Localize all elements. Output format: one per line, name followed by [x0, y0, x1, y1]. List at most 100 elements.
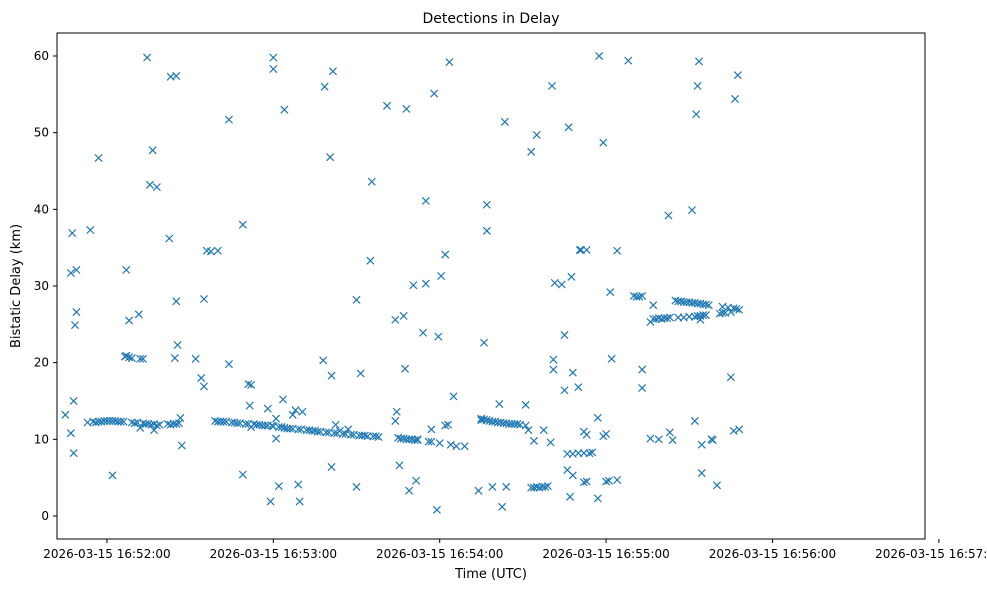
data-point	[199, 295, 209, 304]
data-point	[72, 265, 81, 274]
data-point	[172, 297, 181, 306]
data-point	[295, 497, 304, 506]
x-tick-label: 2026-03-15 16:55:00	[542, 547, 669, 561]
data-point	[582, 430, 591, 439]
y-axis: 0 10 20 30 40 50 60	[34, 49, 57, 523]
data-point	[441, 421, 450, 430]
data-point	[298, 407, 307, 416]
data-point	[173, 341, 182, 350]
data-point	[696, 315, 705, 324]
data-point	[665, 428, 674, 437]
chart-title: Detections in Delay	[422, 11, 559, 27]
data-point	[704, 301, 713, 310]
data-point	[701, 300, 710, 309]
data-point	[513, 419, 522, 429]
data-point	[68, 229, 77, 238]
data-point	[143, 53, 152, 62]
data-point	[564, 123, 573, 132]
data-point	[360, 431, 369, 440]
data-point	[495, 400, 504, 409]
data-point	[152, 421, 161, 430]
data-point	[638, 365, 647, 374]
data-point	[272, 414, 281, 423]
data-point	[524, 426, 533, 435]
data-point	[488, 482, 497, 491]
data-point	[224, 360, 233, 369]
data-point	[134, 310, 143, 319]
data-point	[145, 180, 154, 189]
data-point	[327, 462, 336, 471]
data-point	[606, 288, 615, 297]
y-tick-label: 20	[34, 356, 49, 370]
data-point	[452, 442, 461, 451]
data-point	[330, 429, 339, 438]
data-point	[269, 53, 278, 62]
data-point	[708, 436, 717, 445]
data-point	[613, 475, 622, 484]
data-point	[338, 429, 347, 438]
data-point	[474, 486, 483, 495]
data-point	[607, 354, 616, 363]
data-point	[177, 441, 186, 450]
x-tick-label: 2026-03-15 16:57:00	[875, 547, 987, 561]
data-point	[432, 505, 441, 514]
data-point	[278, 395, 288, 404]
data-point	[575, 245, 584, 254]
x-axis: 2026-03-15 16:52:00 2026-03-15 16:53:00 20…	[43, 539, 987, 561]
data-point	[574, 383, 583, 392]
data-point	[119, 417, 128, 426]
data-point	[374, 433, 383, 442]
data-point	[197, 373, 206, 383]
data-point	[568, 471, 577, 480]
data-point	[269, 65, 278, 74]
data-point	[665, 313, 674, 322]
data-point	[546, 438, 555, 447]
data-point	[692, 110, 701, 119]
data-point	[69, 396, 78, 406]
data-point	[482, 226, 491, 235]
data-point	[712, 481, 722, 490]
data-point	[421, 196, 430, 205]
data-point	[654, 435, 663, 444]
data-point	[263, 404, 272, 413]
data-point	[170, 354, 179, 363]
data-point	[313, 427, 322, 436]
data-point	[233, 419, 242, 428]
data-point	[701, 311, 710, 320]
data-point	[266, 497, 275, 506]
x-tick-label: 2026-03-15 16:53:00	[210, 547, 337, 561]
data-point	[136, 354, 145, 363]
y-tick-label: 40	[34, 202, 49, 216]
data-point	[599, 138, 608, 147]
y-tick-label: 60	[34, 49, 49, 63]
data-point	[127, 354, 136, 363]
data-point	[172, 71, 181, 80]
y-tick-label: 0	[41, 509, 49, 523]
data-point	[152, 183, 161, 192]
data-point	[125, 353, 134, 362]
data-point	[649, 301, 658, 310]
data-point	[735, 425, 744, 434]
data-point	[550, 278, 559, 287]
data-point	[86, 226, 95, 235]
data-point	[224, 115, 233, 124]
y-tick-label: 50	[34, 126, 49, 140]
data-point	[549, 355, 558, 364]
data-point	[148, 146, 157, 155]
data-point	[319, 356, 328, 365]
data-point	[482, 200, 491, 209]
data-point	[547, 81, 557, 90]
data-point	[72, 308, 81, 317]
x-axis-label: Time (UTC)	[454, 567, 527, 582]
y-tick-label: 30	[34, 279, 49, 293]
data-point	[371, 432, 380, 441]
data-point	[568, 368, 577, 377]
data-point	[460, 442, 469, 451]
data-point	[199, 382, 209, 391]
data-point	[274, 482, 283, 491]
data-point	[543, 482, 552, 491]
data-point	[541, 482, 550, 491]
data-point	[294, 480, 303, 489]
x-tick-label: 2026-03-15 16:52:00	[43, 547, 170, 561]
data-point	[346, 430, 355, 439]
